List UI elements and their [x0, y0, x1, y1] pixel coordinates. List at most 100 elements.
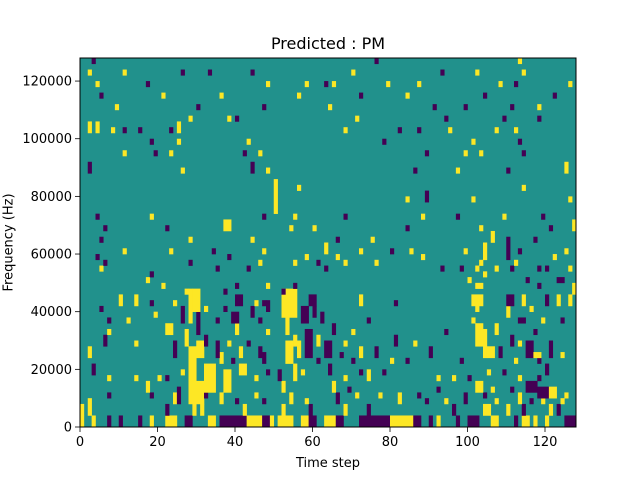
heatmap-cell — [126, 317, 131, 324]
heatmap-cell — [525, 340, 534, 359]
heatmap-cell — [107, 328, 112, 336]
heatmap-cell — [219, 352, 224, 364]
heatmap-cell — [541, 317, 546, 324]
heatmap-cell — [335, 236, 340, 243]
heatmap-cell — [506, 294, 515, 307]
heatmap-cell — [169, 150, 174, 157]
heatmap-cell — [266, 167, 271, 174]
heatmap-cell — [471, 196, 476, 203]
heatmap-cell — [366, 317, 371, 324]
heatmap-cell — [514, 357, 519, 364]
heatmap-cell — [99, 236, 104, 243]
heatmap-cell — [103, 334, 108, 347]
heatmap-cell — [308, 415, 317, 428]
x-tick-label: 80 — [382, 435, 399, 450]
heatmap-cell — [235, 398, 240, 405]
heatmap-cell — [169, 248, 174, 255]
heatmap-cell — [161, 282, 166, 289]
heatmap-cell — [262, 213, 267, 220]
heatmap-cell — [165, 415, 178, 428]
heatmap-cell — [262, 300, 267, 307]
heatmap-cell — [498, 81, 503, 88]
heatmap-cell — [149, 271, 154, 278]
y-tick-label: 80000 — [31, 190, 72, 205]
heatmap-cell — [122, 127, 127, 134]
heatmap-cell — [514, 415, 519, 428]
heatmap-cell — [467, 375, 472, 382]
heatmap-cell — [424, 190, 430, 203]
heatmap-cell — [262, 415, 271, 428]
heatmap-cell — [300, 369, 306, 376]
y-tick-label: 20000 — [31, 363, 72, 378]
heatmap-cell — [436, 415, 441, 428]
heatmap-cell — [529, 398, 534, 405]
heatmap-cell — [149, 138, 154, 145]
heatmap-cell — [250, 69, 255, 76]
heatmap-cell — [514, 127, 519, 134]
heatmap-cell — [405, 196, 410, 203]
heatmap-cell — [331, 380, 337, 393]
heatmap-cell — [475, 282, 484, 289]
heatmap-cell — [281, 403, 286, 416]
heatmap-cell — [80, 415, 85, 428]
heatmap-cell — [223, 288, 228, 295]
heatmap-cell — [196, 104, 201, 111]
heatmap-cell — [545, 265, 550, 272]
heatmap-cell — [351, 69, 356, 76]
heatmap-cell — [545, 294, 550, 307]
heatmap-cell — [510, 104, 515, 111]
heatmap-cell — [188, 259, 193, 266]
heatmap-cell — [343, 127, 348, 134]
heatmap-cell — [118, 294, 123, 307]
heatmap-cell — [366, 403, 371, 416]
heatmap-cell — [173, 300, 178, 307]
heatmap-cell — [246, 138, 251, 145]
heatmap-cell — [157, 375, 162, 382]
heatmap-cell — [289, 225, 294, 232]
heatmap-cell — [486, 346, 495, 359]
heatmap-cell — [413, 415, 422, 428]
heatmap-cell — [231, 357, 236, 364]
heatmap-cell — [463, 248, 468, 255]
heatmap-cell — [215, 265, 220, 272]
heatmap-cell — [320, 311, 325, 324]
heatmap-cell — [235, 115, 240, 122]
heatmap-cell — [502, 213, 507, 220]
axes-frame — [79, 57, 577, 428]
heatmap-cell — [324, 415, 337, 428]
heatmap-cell — [331, 323, 337, 336]
heatmap-cell — [269, 415, 275, 428]
heatmap-cell — [463, 150, 468, 157]
heatmap-cell — [521, 69, 526, 76]
heatmap-cell — [238, 346, 244, 359]
heatmap-cell — [335, 254, 340, 261]
heatmap-cell — [246, 265, 251, 272]
heatmap-cell — [246, 340, 251, 347]
heatmap-cell — [289, 392, 294, 405]
heatmap-cell — [176, 121, 182, 134]
heatmap-cell — [409, 248, 414, 255]
heatmap-cell — [192, 288, 201, 312]
heatmap-cell — [134, 375, 139, 382]
heatmap-cell — [312, 305, 317, 318]
heatmap-cell — [281, 288, 286, 295]
heatmap-cell — [87, 161, 92, 174]
y-tick-label: 0 — [64, 421, 72, 436]
heatmap-cell — [471, 138, 476, 145]
heatmap-cell — [235, 294, 244, 307]
heatmap-cell — [219, 392, 224, 405]
heatmap-cell — [262, 248, 267, 255]
heatmap-cell — [304, 328, 313, 359]
heatmap-cell — [95, 254, 100, 261]
heatmap-cell — [254, 375, 259, 382]
heatmap-cell — [479, 259, 484, 266]
heatmap-cell — [107, 392, 112, 399]
heatmap-cell — [355, 115, 360, 122]
heatmap-cell — [494, 323, 499, 336]
heatmap-cell — [517, 317, 526, 324]
x-tick-label: 120 — [533, 435, 558, 450]
heatmap-cell — [556, 277, 565, 284]
heatmap-cell — [91, 415, 96, 428]
heatmap-cell — [359, 294, 364, 307]
heatmap-cell — [510, 386, 515, 393]
